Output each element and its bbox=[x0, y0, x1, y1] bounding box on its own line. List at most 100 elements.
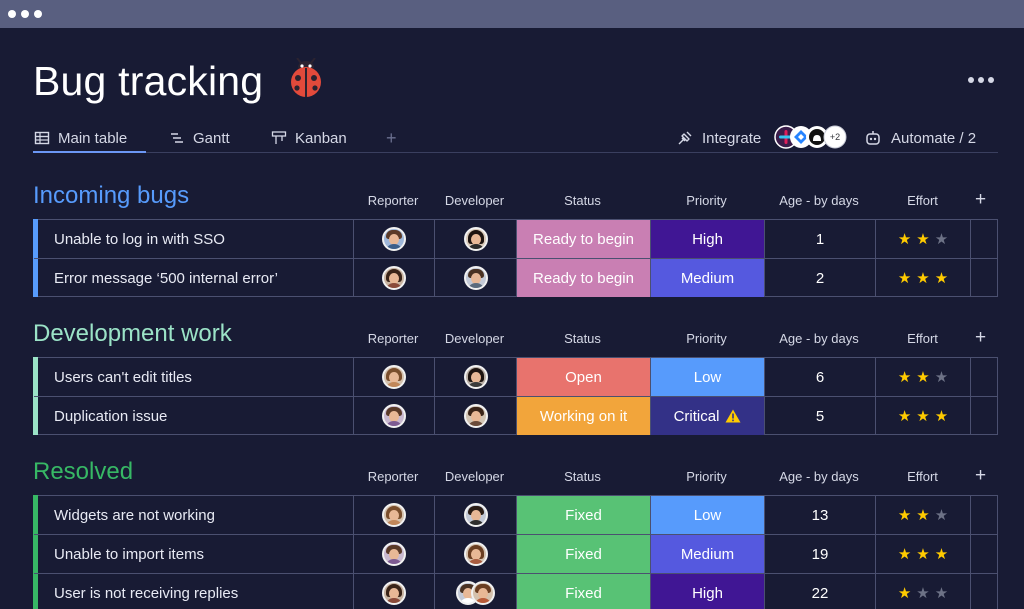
table-row[interactable]: Unable to log in with SSO Ready to begin… bbox=[34, 220, 997, 258]
developer-cell[interactable] bbox=[435, 496, 517, 534]
developer-cell[interactable] bbox=[435, 535, 517, 573]
effort-cell[interactable]: ★ ★ ★ bbox=[876, 496, 971, 534]
status-cell[interactable]: Fixed bbox=[517, 496, 651, 534]
priority-cell[interactable]: Critical bbox=[651, 397, 765, 435]
status-cell[interactable]: Fixed bbox=[517, 535, 651, 573]
add-column-button[interactable]: + bbox=[975, 465, 987, 486]
developer-cell[interactable] bbox=[435, 358, 517, 396]
group-title-development-work[interactable]: Development work bbox=[33, 320, 232, 347]
automate-button[interactable]: Automate / 2 bbox=[864, 124, 976, 152]
reporter-cell[interactable] bbox=[354, 220, 435, 258]
item-name[interactable]: Unable to log in with SSO bbox=[34, 220, 354, 258]
status-cell[interactable]: Working on it bbox=[517, 397, 651, 435]
window-control-dot[interactable] bbox=[21, 10, 29, 18]
status-cell[interactable]: Fixed bbox=[517, 574, 651, 609]
column-header-age[interactable]: Age - by days bbox=[779, 331, 859, 346]
age-cell[interactable]: 1 bbox=[765, 220, 876, 258]
age-cell[interactable]: 19 bbox=[765, 535, 876, 573]
priority-cell[interactable]: High bbox=[651, 574, 765, 609]
reporter-cell[interactable] bbox=[354, 358, 435, 396]
column-header-reporter[interactable]: Reporter bbox=[367, 193, 419, 208]
column-header-developer[interactable]: Developer bbox=[444, 469, 505, 484]
integration-icons[interactable]: +2 bbox=[774, 125, 850, 149]
row-divider bbox=[34, 573, 997, 574]
priority-cell[interactable]: Low bbox=[651, 358, 765, 396]
table-row[interactable]: Widgets are not working Fixed Low 13 ★ ★ ★ bbox=[34, 496, 997, 534]
reporter-cell[interactable] bbox=[354, 397, 435, 435]
column-header-status[interactable]: Status bbox=[564, 331, 601, 346]
tab-gantt[interactable]: Gantt bbox=[169, 124, 230, 152]
age-cell[interactable]: 13 bbox=[765, 496, 876, 534]
row-divider bbox=[34, 534, 997, 535]
board-title[interactable]: Bug tracking bbox=[33, 58, 264, 104]
item-name[interactable]: Users can't edit titles bbox=[34, 358, 354, 396]
effort-cell[interactable]: ★ ★ ★ bbox=[876, 574, 971, 609]
table-row[interactable]: Unable to import items Fixed Medium 19 ★… bbox=[34, 535, 997, 573]
column-header-priority[interactable]: Priority bbox=[686, 193, 727, 208]
tab-kanban[interactable]: Kanban bbox=[271, 124, 347, 152]
group-title-resolved[interactable]: Resolved bbox=[33, 458, 134, 485]
add-column-button[interactable]: + bbox=[975, 189, 987, 210]
status-cell[interactable]: Ready to begin bbox=[517, 220, 651, 258]
age-cell[interactable]: 2 bbox=[765, 259, 876, 297]
column-header-status[interactable]: Status bbox=[564, 193, 601, 208]
reporter-cell[interactable] bbox=[354, 259, 435, 297]
reporter-cell[interactable] bbox=[354, 496, 435, 534]
status-cell[interactable]: Ready to begin bbox=[517, 259, 651, 297]
developer-cell[interactable] bbox=[435, 220, 517, 258]
column-header-effort[interactable]: Effort bbox=[907, 193, 938, 208]
table-row[interactable]: Duplication issue Working on it Critical… bbox=[34, 397, 997, 435]
item-name[interactable]: Unable to import items bbox=[34, 535, 354, 573]
column-header-developer[interactable]: Developer bbox=[444, 331, 505, 346]
effort-cell[interactable]: ★ ★ ★ bbox=[876, 220, 971, 258]
column-header-reporter[interactable]: Reporter bbox=[367, 469, 419, 484]
table-row[interactable]: User is not receiving replies Fixed High… bbox=[34, 574, 997, 609]
item-name[interactable]: Duplication issue bbox=[34, 397, 354, 435]
add-column-button[interactable]: + bbox=[975, 327, 987, 348]
reporter-cell[interactable] bbox=[354, 574, 435, 609]
developer-cell[interactable] bbox=[435, 574, 517, 609]
column-header-status[interactable]: Status bbox=[564, 469, 601, 484]
effort-cell[interactable]: ★ ★ ★ bbox=[876, 535, 971, 573]
table-row[interactable]: Error message ‘500 internal error’ Ready… bbox=[34, 259, 997, 297]
status-cell[interactable]: Open bbox=[517, 358, 651, 396]
group-title-incoming-bugs[interactable]: Incoming bugs bbox=[33, 182, 190, 209]
window-control-dot[interactable] bbox=[8, 10, 16, 18]
column-header-priority[interactable]: Priority bbox=[686, 331, 727, 346]
priority-cell[interactable]: Medium bbox=[651, 259, 765, 297]
column-header-priority[interactable]: Priority bbox=[686, 469, 727, 484]
item-name[interactable]: User is not receiving replies bbox=[34, 574, 354, 609]
github-icon bbox=[806, 126, 828, 148]
star-icon: ★ bbox=[934, 505, 949, 524]
priority-cell[interactable]: Medium bbox=[651, 535, 765, 573]
developer-cell[interactable] bbox=[435, 397, 517, 435]
integrate-button[interactable]: Integrate bbox=[676, 124, 761, 152]
item-name[interactable]: Widgets are not working bbox=[34, 496, 354, 534]
effort-cell[interactable]: ★ ★ ★ bbox=[876, 259, 971, 297]
tab-main-table[interactable]: Main table bbox=[34, 124, 127, 152]
developer-cell[interactable] bbox=[435, 259, 517, 297]
age-cell[interactable]: 5 bbox=[765, 397, 876, 435]
reporter-cell[interactable] bbox=[354, 535, 435, 573]
column-header-age[interactable]: Age - by days bbox=[779, 193, 859, 208]
column-header-reporter[interactable]: Reporter bbox=[367, 331, 419, 346]
column-header-effort[interactable]: Effort bbox=[907, 469, 938, 484]
group-color-bar bbox=[33, 495, 38, 609]
star-icon: ★ bbox=[897, 367, 912, 386]
window-control-dot[interactable] bbox=[34, 10, 42, 18]
avatar bbox=[463, 542, 488, 566]
priority-cell[interactable]: Low bbox=[651, 496, 765, 534]
effort-cell[interactable]: ★ ★ ★ bbox=[876, 397, 971, 435]
priority-cell[interactable]: High bbox=[651, 220, 765, 258]
column-header-developer[interactable]: Developer bbox=[444, 193, 505, 208]
age-cell[interactable]: 6 bbox=[765, 358, 876, 396]
board-more-menu-button[interactable] bbox=[964, 70, 998, 90]
column-header-age[interactable]: Age - by days bbox=[779, 469, 859, 484]
age-cell[interactable]: 22 bbox=[765, 574, 876, 609]
effort-cell[interactable]: ★ ★ ★ bbox=[876, 358, 971, 396]
item-name[interactable]: Error message ‘500 internal error’ bbox=[34, 259, 354, 297]
add-view-button[interactable]: + bbox=[386, 128, 397, 148]
group-table-resolved: Widgets are not working Fixed Low 13 ★ ★ ★… bbox=[33, 495, 998, 609]
table-row[interactable]: Users can't edit titles Open Low 6 ★ ★ ★ bbox=[34, 358, 997, 396]
column-header-effort[interactable]: Effort bbox=[907, 331, 938, 346]
